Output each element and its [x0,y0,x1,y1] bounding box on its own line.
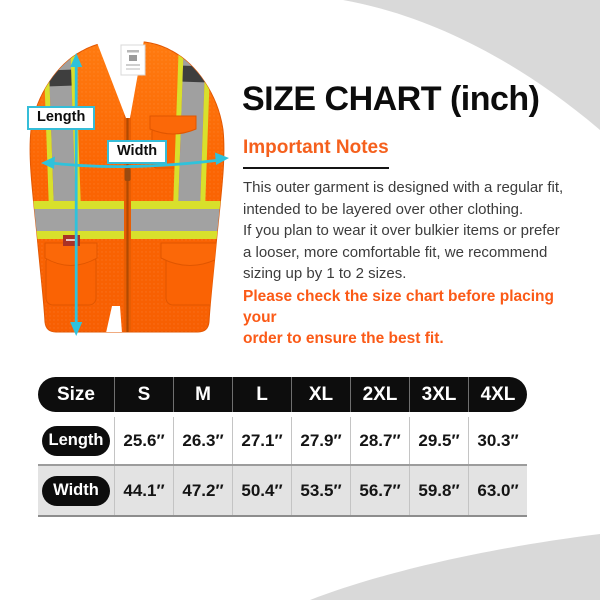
corner-wave-bottom-right [310,534,600,600]
notes-warning-line: Please check the size chart before placi… [243,288,554,326]
notes-warning: Please check the size chart before placi… [243,286,573,349]
notes-heading-underline [243,167,389,169]
header-cell-m: M [173,377,232,412]
notes-body-line: This outer garment is designed with a re… [243,179,564,196]
notes-body-line: If you plan to wear it over bulkier item… [243,222,560,239]
header-cell-2xl: 2XL [350,377,409,412]
notes-body-line: sizing up by 1 to 2 sizes. [243,265,407,282]
header-cell-size: Size [56,383,96,405]
width-row-pill: Width [42,475,110,506]
notes-body: This outer garment is designed with a re… [243,177,573,285]
width-value-m: 47.2″ [173,466,232,515]
width-value-3xl: 59.8″ [409,466,468,515]
size-table: Size S M L XL 2XL 3XL 4XL Length 25.6″ 2… [38,377,527,517]
vest-illustration [29,40,229,336]
length-value-4xl: 30.3″ [468,417,527,464]
width-value-2xl: 56.7″ [350,466,409,515]
length-value-l: 27.1″ [232,417,291,464]
length-arrow [70,53,83,336]
width-value-xl: 53.5″ [291,466,350,515]
width-value-4xl: 63.0″ [468,466,527,515]
vest-diagram [0,30,250,360]
notes-body-line: intended to be layered over other clothi… [243,200,524,218]
header-cell-4xl: 4XL [468,377,527,412]
page-title: SIZE CHART (inch) [242,80,540,118]
width-value-s: 44.1″ [114,466,173,515]
header-cell-xl: XL [291,377,350,412]
table-row-width: Width 44.1″ 47.2″ 50.4″ 53.5″ 56.7″ 59.8… [38,466,527,517]
vest-left-pocket-flap [44,242,98,266]
length-value-2xl: 28.7″ [350,417,409,464]
vest-neck-label [120,44,146,76]
table-row-length: Length 25.6″ 26.3″ 27.1″ 27.9″ 28.7″ 29.… [38,417,527,466]
length-row-pill: Length [42,425,110,456]
width-measure-label: Width [107,140,168,164]
width-arrow [41,152,229,169]
header-cell-l: L [232,377,291,412]
vest-right-pocket-flap [160,242,220,266]
length-value-m: 26.3″ [173,417,232,464]
vest-chest-pocket-flap [149,115,197,135]
length-value-3xl: 29.5″ [409,417,468,464]
width-value-l: 50.4″ [232,466,291,515]
vest-hem-gap [106,306,122,332]
length-value-s: 25.6″ [114,417,173,464]
header-cell-3xl: 3XL [409,377,468,412]
size-table-header-row: Size S M L XL 2XL 3XL 4XL [38,377,527,412]
vest-zipper [124,115,131,332]
notes-warning-line: order to ensure the best fit. [243,330,444,347]
notes-heading: Important Notes [243,137,389,158]
notes-body-line: a looser, more comfortable fit, we recom… [243,243,548,261]
length-measure-label: Length [27,106,96,130]
header-cell-s: S [114,377,173,412]
length-value-xl: 27.9″ [291,417,350,464]
